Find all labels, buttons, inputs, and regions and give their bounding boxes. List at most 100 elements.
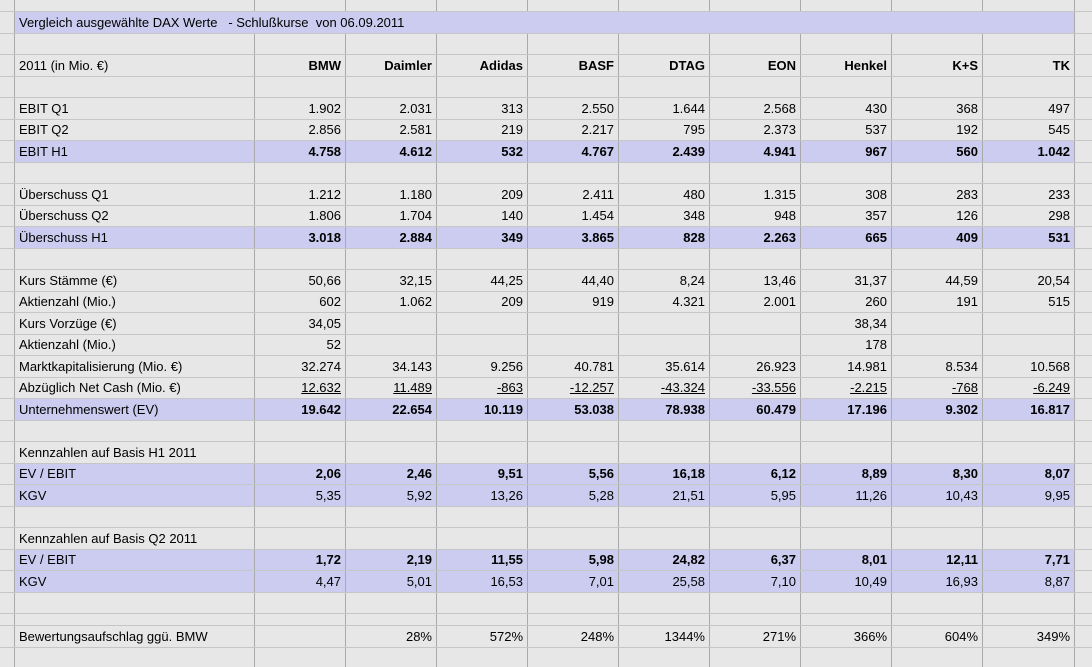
empty-cell[interactable] <box>345 0 437 12</box>
empty-cell[interactable] <box>14 419 255 442</box>
value-cell[interactable] <box>709 441 801 464</box>
value-cell[interactable] <box>891 441 983 464</box>
value-cell[interactable]: 31,37 <box>800 269 892 292</box>
value-cell[interactable]: -2.215 <box>800 376 892 399</box>
value-cell[interactable]: 572% <box>436 625 528 648</box>
empty-cell[interactable] <box>709 419 801 442</box>
empty-cell[interactable] <box>345 161 437 184</box>
value-cell[interactable] <box>436 312 528 335</box>
value-cell[interactable]: 3.018 <box>254 226 346 249</box>
value-cell[interactable] <box>800 441 892 464</box>
value-cell[interactable] <box>709 312 801 335</box>
value-cell[interactable]: 8,89 <box>800 462 892 485</box>
empty-cell[interactable] <box>891 32 983 55</box>
empty-cell[interactable] <box>709 591 801 614</box>
empty-cell[interactable] <box>14 247 255 270</box>
empty-cell[interactable] <box>982 32 1075 55</box>
empty-cell[interactable] <box>254 161 346 184</box>
value-cell[interactable]: 19.642 <box>254 398 346 421</box>
value-cell[interactable]: 1.644 <box>618 97 710 120</box>
empty-cell[interactable] <box>800 161 892 184</box>
empty-cell[interactable] <box>709 32 801 55</box>
value-cell[interactable]: 4.612 <box>345 140 437 163</box>
empty-cell[interactable] <box>345 505 437 528</box>
value-cell[interactable]: 178 <box>800 333 892 356</box>
row-label-cell[interactable]: Marktkapitalisierung (Mio. €) <box>14 355 255 378</box>
value-cell[interactable]: 532 <box>436 140 528 163</box>
value-cell[interactable]: 191 <box>891 290 983 313</box>
empty-cell[interactable] <box>891 419 983 442</box>
empty-cell[interactable] <box>436 75 528 98</box>
value-cell[interactable]: 53.038 <box>527 398 619 421</box>
empty-cell[interactable] <box>891 161 983 184</box>
value-cell[interactable]: 219 <box>436 118 528 141</box>
empty-cell[interactable] <box>527 0 619 12</box>
value-cell[interactable]: 409 <box>891 226 983 249</box>
empty-cell[interactable] <box>982 419 1075 442</box>
row-label-cell[interactable]: Überschuss H1 <box>14 226 255 249</box>
empty-cell[interactable] <box>891 591 983 614</box>
empty-cell[interactable] <box>345 591 437 614</box>
empty-cell[interactable] <box>618 646 710 667</box>
value-cell[interactable]: 25,58 <box>618 570 710 593</box>
empty-cell[interactable] <box>891 247 983 270</box>
row-label-cell[interactable]: Kennzahlen auf Basis H1 2011 <box>14 441 255 464</box>
row-label-cell[interactable]: EV / EBIT <box>14 548 255 571</box>
value-cell[interactable]: 10.568 <box>982 355 1075 378</box>
value-cell[interactable] <box>436 333 528 356</box>
value-cell[interactable]: 2.001 <box>709 290 801 313</box>
value-cell[interactable]: 5,56 <box>527 462 619 485</box>
empty-cell[interactable] <box>709 646 801 667</box>
value-cell[interactable]: 2.568 <box>709 97 801 120</box>
empty-cell[interactable] <box>800 613 892 626</box>
empty-cell[interactable] <box>527 32 619 55</box>
empty-cell[interactable] <box>618 613 710 626</box>
empty-cell[interactable] <box>14 0 255 12</box>
value-cell[interactable]: 16,93 <box>891 570 983 593</box>
empty-cell[interactable] <box>618 419 710 442</box>
empty-cell[interactable] <box>14 613 255 626</box>
value-cell[interactable]: 50,66 <box>254 269 346 292</box>
row-label-cell[interactable]: KGV <box>14 570 255 593</box>
value-cell[interactable]: 515 <box>982 290 1075 313</box>
row-label-cell[interactable]: KGV <box>14 484 255 507</box>
empty-cell[interactable] <box>254 247 346 270</box>
value-cell[interactable] <box>982 333 1075 356</box>
value-cell[interactable]: 2,46 <box>345 462 437 485</box>
empty-cell[interactable] <box>436 505 528 528</box>
empty-cell[interactable] <box>436 0 528 12</box>
value-cell[interactable]: 348 <box>618 204 710 227</box>
empty-cell[interactable] <box>345 646 437 667</box>
value-cell[interactable]: 313 <box>436 97 528 120</box>
value-cell[interactable]: 665 <box>800 226 892 249</box>
empty-cell[interactable] <box>254 32 346 55</box>
row-label-cell[interactable]: EBIT Q2 <box>14 118 255 141</box>
value-cell[interactable]: 1.454 <box>527 204 619 227</box>
value-cell[interactable]: 60.479 <box>709 398 801 421</box>
value-cell[interactable]: -6.249 <box>982 376 1075 399</box>
empty-cell[interactable] <box>254 75 346 98</box>
value-cell[interactable]: 8,01 <box>800 548 892 571</box>
empty-cell[interactable] <box>436 161 528 184</box>
column-header-cell[interactable]: TK <box>982 54 1075 77</box>
value-cell[interactable]: 11,26 <box>800 484 892 507</box>
value-cell[interactable]: 9.256 <box>436 355 528 378</box>
empty-cell[interactable] <box>982 0 1075 12</box>
value-cell[interactable]: 16,18 <box>618 462 710 485</box>
value-cell[interactable]: 260 <box>800 290 892 313</box>
value-cell[interactable]: 795 <box>618 118 710 141</box>
value-cell[interactable]: 7,10 <box>709 570 801 593</box>
row-label-cell[interactable]: Überschuss Q1 <box>14 183 255 206</box>
sheet-title-cell[interactable]: Vergleich ausgewählte DAX Werte - Schluß… <box>14 11 1075 34</box>
value-cell[interactable]: 10,43 <box>891 484 983 507</box>
value-cell[interactable] <box>254 441 346 464</box>
value-cell[interactable] <box>527 527 619 550</box>
value-cell[interactable] <box>891 333 983 356</box>
value-cell[interactable]: 2.884 <box>345 226 437 249</box>
value-cell[interactable]: 35.614 <box>618 355 710 378</box>
value-cell[interactable]: 12,11 <box>891 548 983 571</box>
empty-cell[interactable] <box>800 0 892 12</box>
value-cell[interactable]: 13,26 <box>436 484 528 507</box>
value-cell[interactable] <box>982 441 1075 464</box>
empty-cell[interactable] <box>891 646 983 667</box>
